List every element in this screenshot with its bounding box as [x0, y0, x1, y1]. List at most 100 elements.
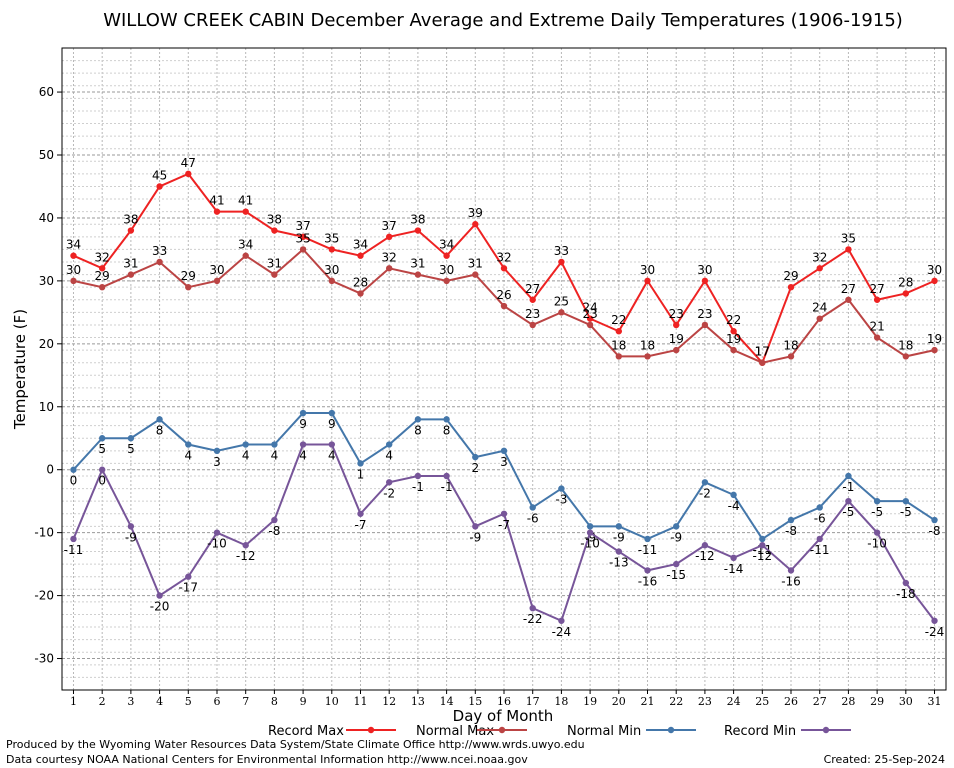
data-point [759, 535, 766, 543]
data-point [242, 542, 249, 549]
data-label: 5 [127, 442, 135, 456]
legend-item: Record Min [724, 724, 851, 739]
data-point [873, 497, 881, 505]
data-label: 22 [726, 313, 741, 327]
data-point [615, 523, 623, 530]
legend: Record Max Normal Max Normal Min Record Min [268, 724, 851, 739]
data-label: -11 [638, 543, 658, 557]
legend-item: Record Max [268, 724, 396, 739]
data-point [873, 334, 881, 341]
data-point [299, 441, 307, 448]
data-label: 24 [582, 301, 597, 315]
data-point [271, 516, 278, 524]
data-label: -6 [527, 511, 539, 525]
data-label: 23 [669, 307, 684, 321]
data-label: -9 [469, 530, 481, 544]
data-point [730, 491, 737, 499]
x-tick-label: 7 [242, 695, 249, 708]
data-label: 0 [98, 474, 106, 488]
data-point [644, 277, 651, 285]
x-tick-label: 16 [497, 695, 511, 708]
footer-produced-by: Produced by the Wyoming Water Resources … [6, 738, 585, 751]
data-label: 41 [238, 194, 253, 208]
y-tick-label: 60 [39, 85, 54, 99]
data-label: -4 [728, 499, 740, 513]
data-point [443, 252, 450, 259]
data-label: -5 [842, 505, 854, 519]
x-tick-label: 11 [353, 695, 367, 708]
x-tick-label: 20 [612, 695, 626, 708]
data-label: -8 [785, 524, 797, 538]
data-point [242, 252, 249, 259]
data-point [500, 265, 508, 272]
legend-label: Record Max [268, 724, 344, 739]
data-point [931, 277, 938, 285]
data-label: -10 [207, 537, 227, 551]
data-label: -11 [810, 543, 830, 557]
data-point [730, 554, 737, 562]
data-label: 23 [582, 307, 597, 321]
data-point [185, 283, 192, 291]
data-label: 38 [410, 213, 425, 227]
data-label: 30 [697, 263, 712, 277]
data-point [242, 208, 249, 215]
data-label: -5 [871, 505, 883, 519]
data-point [357, 290, 364, 297]
data-point [730, 346, 737, 354]
data-label: 38 [123, 213, 138, 227]
x-tick-label: 14 [440, 695, 454, 708]
data-point [213, 277, 221, 285]
series-record-min: -110-9-20-17-10-12-84 4-7-2 -1 -1-9-7-22-24… [64, 441, 944, 639]
data-point [156, 183, 163, 190]
data-label: 32 [812, 250, 827, 264]
x-tick-label: 18 [554, 695, 568, 708]
data-point [443, 472, 450, 480]
data-label: 4 [271, 449, 279, 463]
data-label: 3 [213, 455, 221, 469]
data-label: -1 [412, 480, 424, 494]
data-point [385, 233, 393, 241]
data-label: 21 [869, 320, 884, 334]
data-label: 45 [152, 168, 167, 182]
data-label: 31 [267, 257, 282, 271]
data-label: 5 [98, 442, 106, 456]
x-tick-label: 6 [213, 695, 220, 708]
data-label: 18 [898, 338, 913, 352]
data-label: 4 [328, 449, 336, 463]
data-label: 39 [468, 206, 483, 220]
data-point [845, 472, 852, 480]
y-tick-label: 0 [46, 463, 54, 477]
series-normal-min: 0 5 5 8 4 3 4 4 9 9 1 4 8 8 2 3 -6 -3 -9 -9 -11 -9 -2 -4 -11 -8 -6… [70, 409, 941, 557]
data-label: 2 [471, 461, 479, 475]
data-label: -20 [150, 600, 170, 614]
data-point [644, 535, 651, 543]
data-label: 31 [468, 257, 483, 271]
x-tick-label: 22 [669, 695, 683, 708]
data-point [845, 246, 852, 253]
x-axis-label: Day of Month [453, 707, 554, 725]
data-label: 24 [812, 301, 827, 315]
data-label: 27 [841, 282, 856, 296]
data-label: 17 [755, 345, 770, 359]
data-label: 27 [869, 282, 884, 296]
data-point [673, 560, 680, 568]
data-label: 4 [385, 449, 393, 463]
data-label: -12 [695, 549, 715, 563]
data-label: 8 [443, 423, 451, 437]
y-tick-label: 40 [39, 211, 54, 225]
x-tick-label: 4 [156, 695, 163, 708]
data-label: 29 [181, 269, 196, 283]
data-point [902, 579, 910, 587]
y-tick-label: -30 [34, 652, 54, 666]
data-point [558, 485, 565, 492]
data-point [500, 302, 508, 310]
data-label: -9 [670, 530, 682, 544]
y-axis-label: Temperature (F) [11, 309, 29, 430]
x-tick-label: 26 [784, 695, 798, 708]
data-label: 30 [66, 263, 81, 277]
legend-marker [822, 726, 830, 734]
data-point [787, 516, 795, 524]
data-point [529, 321, 536, 329]
